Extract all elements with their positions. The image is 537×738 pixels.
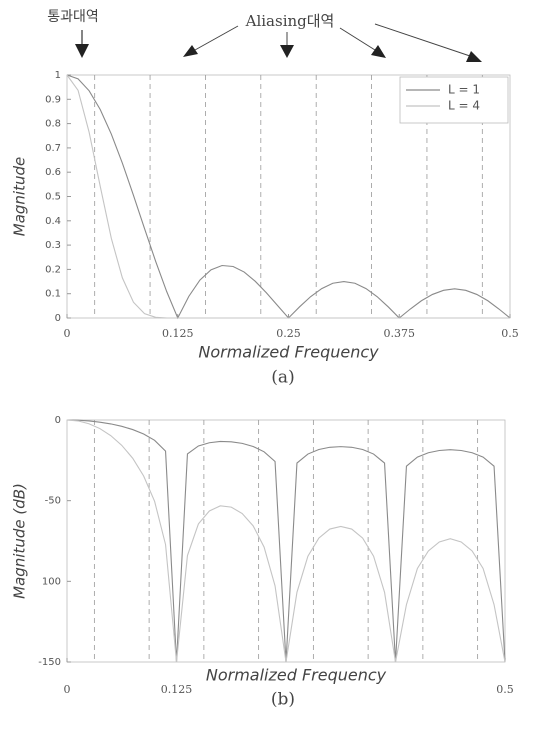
- data-line: [66, 419, 506, 663]
- y-tick-label: 1: [55, 70, 61, 81]
- y-axis-label: Magnitude: [11, 157, 29, 236]
- legend-label: L = 4: [448, 99, 480, 113]
- x-tick-label: 0.25: [276, 327, 301, 340]
- caption: (a): [271, 368, 294, 388]
- arrowhead: [75, 44, 89, 58]
- y-tick-label: 100: [42, 576, 61, 587]
- y-tick-label: 0.6: [45, 167, 61, 178]
- y-tick-label: -50: [45, 496, 61, 507]
- y-tick-label: 0.8: [45, 119, 61, 130]
- arrowhead: [183, 45, 198, 57]
- y-tick-label: 0.5: [45, 192, 61, 203]
- arrow: [339, 27, 376, 51]
- data-line: [66, 74, 510, 319]
- y-tick-label: 0: [55, 415, 61, 426]
- x-tick-label: 0.5: [496, 683, 514, 696]
- plot-frame: [66, 419, 506, 663]
- arrowhead: [280, 45, 294, 58]
- y-tick-label: -150: [38, 657, 61, 668]
- arrow: [194, 25, 239, 51]
- x-tick-label: 0: [64, 683, 71, 696]
- arrows: [194, 23, 471, 57]
- annotation: Aliasing대역: [245, 12, 335, 30]
- y-tick-label: 0.2: [45, 264, 61, 275]
- x-tick-label: 0.375: [384, 327, 416, 340]
- x-tick-label: 0.125: [161, 683, 193, 696]
- caption: (b): [271, 690, 295, 710]
- arrowhead: [466, 51, 482, 62]
- x-tick-label: 0.5: [501, 327, 519, 340]
- y-tick-label: 0.4: [45, 216, 61, 227]
- legend-label: L = 1: [448, 83, 480, 97]
- annotation: 통과대역: [47, 9, 99, 25]
- y-tick-label: 0: [55, 313, 61, 324]
- y-tick-label: 0.3: [45, 240, 61, 251]
- arrowhead: [371, 45, 386, 58]
- y-tick-label: 0.9: [45, 94, 61, 105]
- y-tick-label: 0.1: [45, 289, 61, 300]
- x-axis-label: Normalized Frequency: [198, 343, 379, 362]
- y-axis-label: Magnitude (dB): [11, 483, 29, 599]
- x-axis-label: Normalized Frequency: [206, 666, 387, 685]
- legend-box: [399, 76, 509, 124]
- arrowheads: [183, 45, 482, 62]
- x-tick-label: 0.125: [162, 327, 194, 340]
- arrow: [374, 23, 471, 57]
- data-line: [66, 419, 506, 663]
- x-tick-label: 0: [64, 327, 71, 340]
- y-tick-label: 0.7: [45, 143, 61, 154]
